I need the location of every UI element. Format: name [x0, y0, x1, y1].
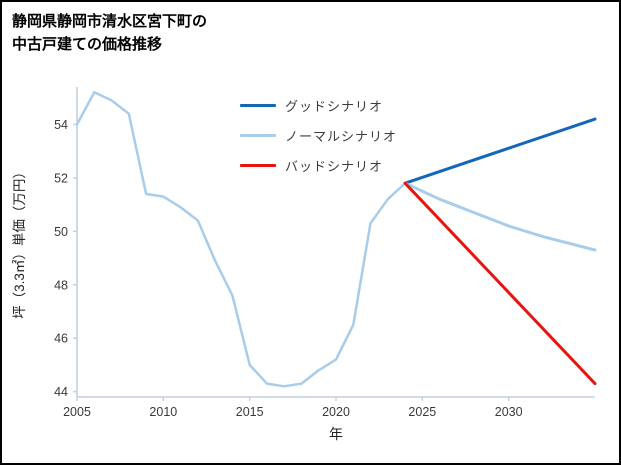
x-tick-label: 2015 — [236, 405, 264, 419]
series-line-historical — [75, 91, 407, 388]
y-tick-label: 52 — [54, 171, 68, 185]
legend-label: バッドシナリオ — [285, 159, 384, 174]
y-axis-label: 坪（3.3㎡）単価（万円） — [12, 165, 27, 319]
series-line-グッドシナリオ — [403, 117, 597, 185]
x-tick-label: 2025 — [408, 405, 436, 419]
x-tick-label: 2010 — [149, 405, 177, 419]
legend-label: グッドシナリオ — [285, 99, 384, 114]
chart-legend: グッドシナリオ ノーマルシナリオ バッドシナリオ — [240, 96, 397, 175]
x-axis-label: 年 — [329, 426, 343, 442]
legend-line-swatch — [240, 164, 276, 167]
legend-item: ノーマルシナリオ — [240, 126, 397, 145]
y-tick-label: 44 — [54, 385, 68, 399]
chart-title-line2: 中古戸建ての価格推移 — [12, 36, 163, 54]
legend-label: ノーマルシナリオ — [285, 129, 398, 144]
y-tick-label: 50 — [54, 225, 68, 239]
x-tick-label: 2020 — [322, 405, 350, 419]
legend-line-swatch — [240, 134, 276, 137]
y-tick-label: 48 — [54, 278, 68, 292]
series-line-バッドシナリオ — [403, 181, 597, 386]
x-tick-label: 2005 — [63, 405, 91, 419]
legend-item: グッドシナリオ — [240, 96, 397, 115]
chart-title-line1: 静岡県静岡市清水区宮下町の — [12, 13, 208, 30]
series-line-ノーマルシナリオ — [403, 181, 597, 252]
y-tick-label: 46 — [54, 332, 68, 346]
legend-line-swatch — [240, 104, 276, 107]
chart-title: 静岡県静岡市清水区宮下町の 中古戸建ての価格推移 — [12, 10, 207, 57]
y-tick-label: 54 — [54, 118, 68, 132]
x-tick-label: 2030 — [495, 405, 523, 419]
legend-item: バッドシナリオ — [240, 156, 397, 175]
